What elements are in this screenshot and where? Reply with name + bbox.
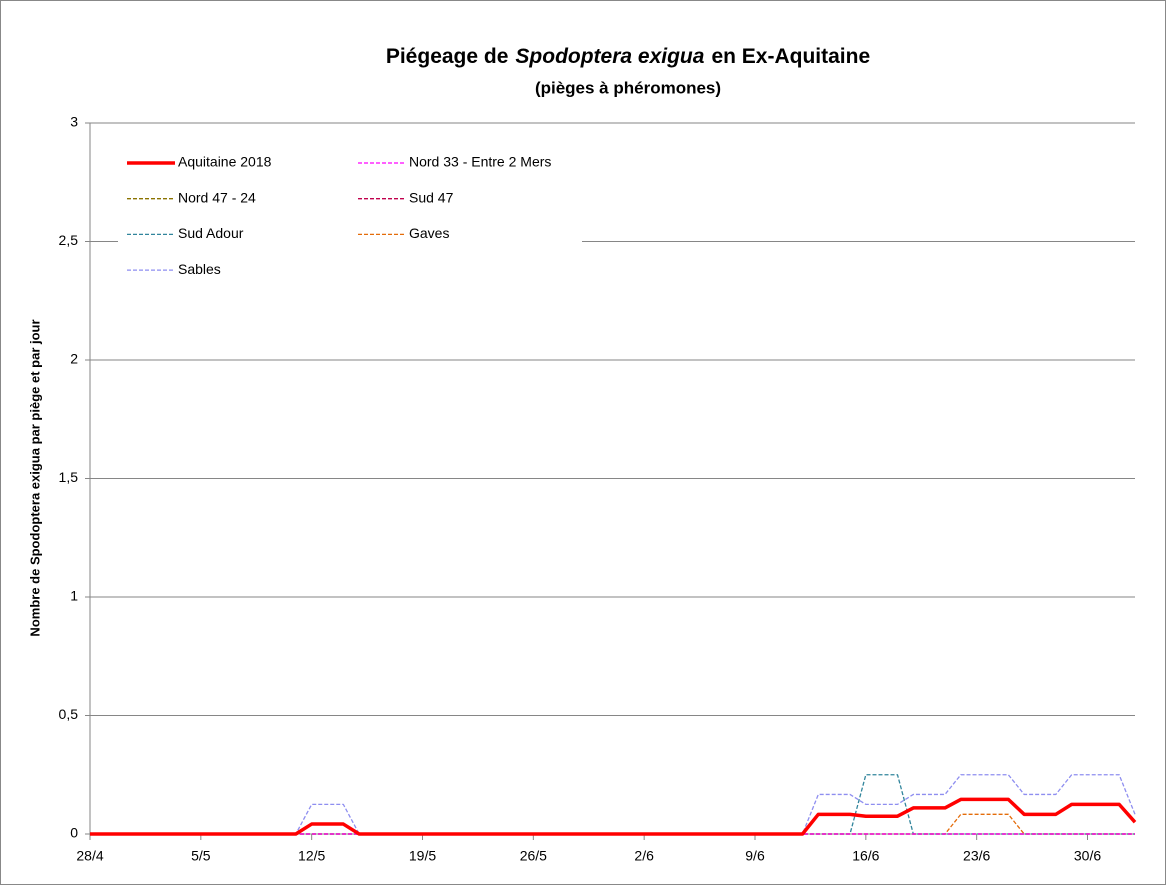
x-tick-label: 26/5	[520, 848, 547, 864]
x-tick-label: 30/6	[1074, 848, 1101, 864]
x-tick-label: 19/5	[409, 848, 436, 864]
x-tick-label: 5/5	[191, 848, 211, 864]
x-tick-label: 23/6	[963, 848, 990, 864]
title-part: Spodoptera exigua	[515, 45, 704, 68]
x-tick-label: 2/6	[634, 848, 654, 864]
chart-subtitle: (pièges à phéromones)	[535, 78, 721, 97]
legend-label: Sables	[178, 261, 221, 277]
y-tick-label: 1,5	[59, 469, 79, 485]
chart-title: Piégeage de Spodoptera exigua en Ex-Aquita…	[386, 45, 870, 68]
y-tick-label: 0	[70, 825, 78, 841]
legend-label: Aquitaine 2018	[178, 154, 272, 170]
x-tick-label: 9/6	[745, 848, 765, 864]
y-axis-label: Nombre de Spodoptera exigua par piège et…	[27, 319, 42, 636]
x-tick-label: 28/4	[76, 848, 103, 864]
legend-box	[118, 145, 582, 289]
y-tick-label: 0,5	[59, 706, 79, 722]
legend-label: Sud 47	[409, 189, 454, 205]
legend-label: Sud Adour	[178, 225, 244, 241]
y-tick-label: 2,5	[59, 232, 79, 248]
series-line	[90, 797, 1137, 836]
y-tick-label: 3	[70, 114, 78, 130]
x-tick-label: 16/6	[852, 848, 879, 864]
legend-label: Gaves	[409, 225, 449, 241]
y-tick-label: 1	[70, 588, 78, 604]
legend-label: Nord 47 - 24	[178, 189, 256, 205]
legend-label: Nord 33 - Entre 2 Mers	[409, 154, 551, 170]
title-part: Piégeage de	[386, 45, 509, 68]
y-tick-label: 2	[70, 351, 78, 367]
x-tick-label: 12/5	[298, 848, 325, 864]
title-part: en Ex-Aquitaine	[711, 45, 870, 68]
